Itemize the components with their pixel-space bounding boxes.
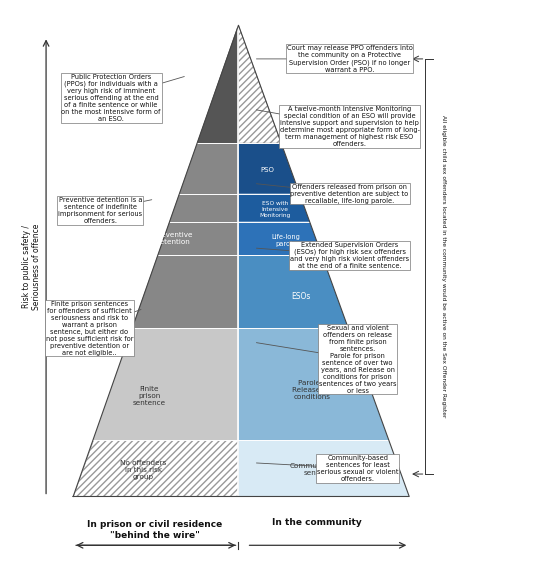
Text: Parole /
Release on
conditions: Parole / Release on conditions	[292, 380, 331, 400]
Polygon shape	[238, 25, 281, 143]
Text: All eligible child sex offenders located in the community would be active on the: All eligible child sex offenders located…	[441, 116, 446, 417]
Text: Court may release PPO offenders into
the community on a Protective
Supervision O: Court may release PPO offenders into the…	[287, 45, 412, 73]
Polygon shape	[238, 255, 348, 328]
Text: Offenders released from prison on
preventive detention are subject to
recallable: Offenders released from prison on preven…	[291, 183, 409, 204]
Polygon shape	[197, 25, 238, 143]
Text: Extended Supervision Orders
(ESOs) for high risk sex offenders
and very high ris: Extended Supervision Orders (ESOs) for h…	[290, 241, 409, 269]
Text: Preventive
detention: Preventive detention	[154, 232, 193, 245]
Polygon shape	[238, 143, 299, 194]
Text: ESO with
Intensive
Monitoring: ESO with Intensive Monitoring	[260, 201, 291, 218]
Polygon shape	[238, 222, 322, 255]
Text: ESOs: ESOs	[291, 292, 311, 301]
Text: PSO: PSO	[260, 167, 274, 173]
Text: No offenders
in this risk
group: No offenders in this risk group	[120, 459, 167, 480]
Text: Finite prison sentences
for offenders of sufficient
seriousness and risk to
warr: Finite prison sentences for offenders of…	[46, 301, 133, 356]
Polygon shape	[73, 440, 238, 496]
Polygon shape	[93, 328, 238, 440]
Text: Public Protection Orders
(PPOs) for individuals with a
very high risk of imminen: Public Protection Orders (PPOs) for indi…	[61, 74, 161, 122]
Text: Sexual and violent
offenders on release
from finite prison
sentences.
Parole for: Sexual and violent offenders on release …	[319, 325, 396, 393]
Text: PPOs: PPOs	[195, 84, 212, 90]
Text: Finite
prison
sentence: Finite prison sentence	[132, 385, 166, 406]
Text: A twelve-month Intensive Monitoring
special condition of an ESO will provide
int: A twelve-month Intensive Monitoring spec…	[280, 105, 420, 147]
Polygon shape	[238, 194, 309, 222]
Polygon shape	[238, 328, 389, 440]
Text: In the community: In the community	[272, 518, 362, 527]
Polygon shape	[238, 440, 409, 496]
Polygon shape	[132, 143, 238, 328]
Text: Community-based
sentences: Community-based sentences	[289, 463, 356, 476]
Text: Life-long
parole: Life-long parole	[271, 233, 300, 247]
Text: Community-based
sentences for least
serious sexual or violent
offenders.: Community-based sentences for least seri…	[317, 455, 398, 482]
Text: Risk to public safety /
Seriousness of offence: Risk to public safety / Seriousness of o…	[22, 223, 41, 310]
Text: Preventive detention is a
sentence of indefinite
imprisonment for serious
offend: Preventive detention is a sentence of in…	[58, 197, 143, 224]
Text: In prison or civil residence
"behind the wire": In prison or civil residence "behind the…	[87, 521, 222, 540]
